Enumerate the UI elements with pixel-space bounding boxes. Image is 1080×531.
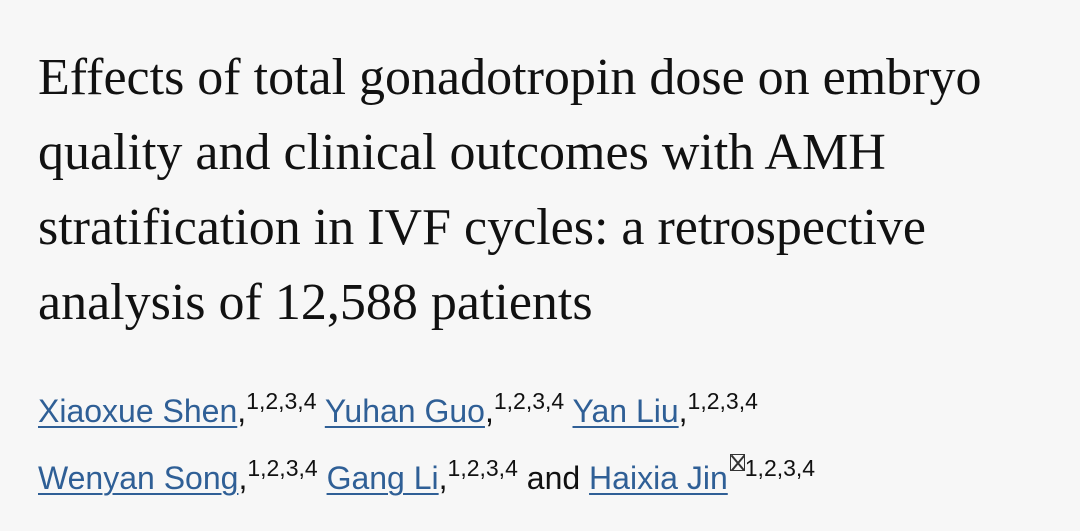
author-list: Xiaoxue Shen,1,2,3,4 Yuhan Guo,1,2,3,4 Y…: [38, 378, 1068, 512]
affiliation: 1,2,3,4: [744, 455, 816, 481]
affiliation: 1,2,3,4: [687, 388, 758, 414]
punct: ,: [237, 393, 247, 429]
punct: ,: [484, 393, 494, 429]
punct: ,: [678, 393, 688, 429]
author-link[interactable]: Haixia Jin: [589, 460, 728, 496]
author-link[interactable]: Xiaoxue Shen: [38, 393, 238, 429]
email-icon[interactable]: [729, 454, 745, 471]
author-link[interactable]: Wenyan Song: [38, 460, 239, 496]
affiliation: 1,2,3,4: [247, 455, 318, 481]
author-link[interactable]: Gang Li: [326, 460, 439, 496]
author-link[interactable]: Yan Liu: [572, 393, 679, 429]
conjunction: and: [526, 460, 581, 496]
article-title: Effects of total gonadotropin dose on em…: [38, 49, 982, 331]
affiliation: 1,2,3,4: [447, 455, 518, 481]
punct: ,: [238, 460, 248, 496]
affiliation: 1,2,3,4: [246, 388, 317, 414]
affiliation: 1,2,3,4: [493, 388, 565, 414]
punct: ,: [438, 460, 448, 496]
author-link[interactable]: Yuhan Guo: [324, 393, 485, 429]
